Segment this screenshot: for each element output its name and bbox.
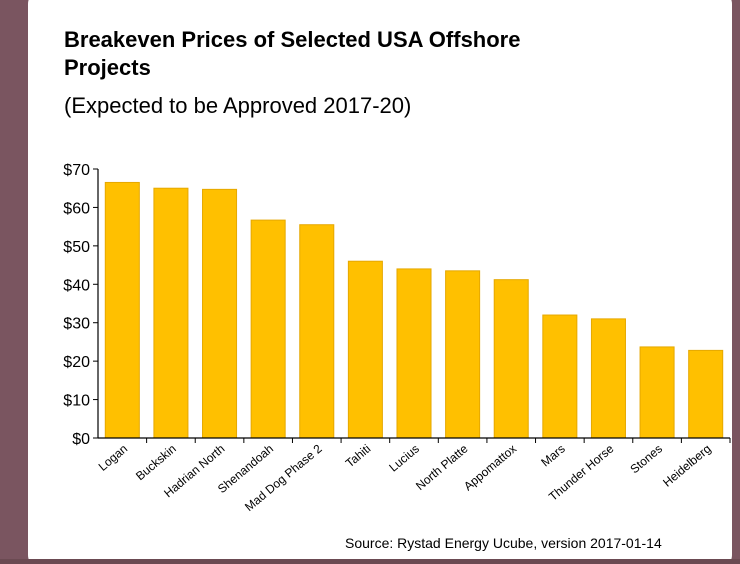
y-tick-label: $60 xyxy=(63,200,90,217)
bar xyxy=(543,315,577,438)
y-tick-label: $70 xyxy=(63,162,90,179)
source-note: Source: Rystad Energy Ucube, version 201… xyxy=(345,535,662,551)
bar xyxy=(105,182,139,438)
bar xyxy=(640,347,674,438)
bar xyxy=(154,188,188,438)
bar xyxy=(348,261,382,438)
chart: Breakeven Prices of Selected USA Offshor… xyxy=(0,0,740,559)
bar xyxy=(591,319,625,438)
bar xyxy=(300,225,334,438)
bar xyxy=(251,220,285,438)
bar xyxy=(689,350,723,438)
y-tick-label: $50 xyxy=(63,239,90,256)
y-tick-label: $30 xyxy=(63,316,90,333)
y-tick-label: $20 xyxy=(63,354,90,371)
y-tick-label: $0 xyxy=(72,431,90,448)
y-tick-label: $10 xyxy=(63,393,90,410)
chart-subtitle: (Expected to be Approved 2017-20) xyxy=(64,93,411,118)
bar xyxy=(494,280,528,438)
bar xyxy=(203,189,237,438)
bar xyxy=(446,271,480,438)
bar xyxy=(397,269,431,438)
y-tick-label: $40 xyxy=(63,277,90,294)
